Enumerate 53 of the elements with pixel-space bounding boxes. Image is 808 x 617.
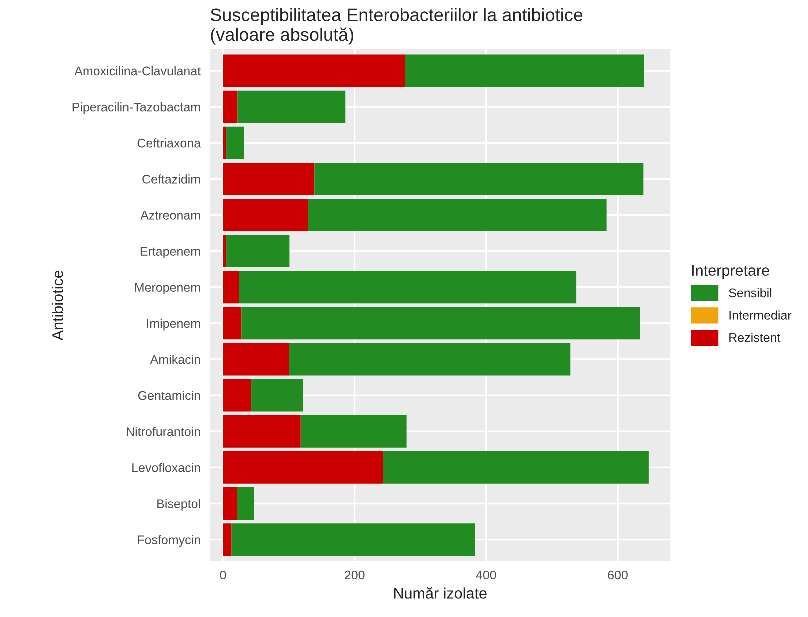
legend-label: Sensibil: [729, 288, 772, 298]
bar: [223, 54, 406, 88]
bar: [237, 488, 254, 520]
x-tick-label: 0: [220, 570, 226, 580]
y-tick-label: Ceftriaxona: [138, 138, 202, 148]
y-axis-title: Antibiotice: [52, 270, 64, 341]
y-tick-label: Meropenem: [135, 283, 200, 295]
y-tick-label: Nitrofurantoin: [127, 427, 200, 436]
chart-title: Susceptibilitatea Enterobacteriilor la antibiotice (valoare absolută): [210, 8, 583, 45]
bar: [223, 343, 290, 376]
bar: [226, 235, 290, 268]
y-tick-label: Ertapenem: [140, 247, 200, 258]
bar: [383, 451, 649, 484]
bar: [223, 307, 242, 340]
bar: [300, 415, 407, 448]
bar: [223, 162, 315, 196]
legend-label: Rezistent: [730, 333, 781, 342]
y-tick-label: Levofloxacin: [132, 463, 200, 472]
bar: [223, 488, 238, 520]
bar: [223, 451, 384, 484]
bar: [223, 199, 308, 232]
bar: [405, 54, 644, 88]
bar: [314, 162, 644, 196]
y-tick-label: Fosfomycin: [138, 535, 200, 547]
y-tick-label: Ceftazidim: [142, 174, 200, 184]
y-tick-label: Piperacilin-Tazobactam: [72, 102, 200, 114]
bar: [226, 126, 244, 160]
x-tick-label: 400: [476, 570, 496, 580]
bar: [239, 271, 577, 304]
legend-label: Intermediar: [730, 310, 792, 320]
bar: [238, 90, 346, 124]
y-tick-label: Imipenem: [147, 318, 200, 331]
bar: [289, 343, 571, 376]
y-tick-label: Amoxicilina-Clavulanat: [74, 66, 201, 76]
x-tick-label: 600: [608, 570, 628, 580]
bar: [223, 271, 240, 304]
bar: [308, 199, 607, 232]
bar: [223, 235, 227, 268]
y-tick-label: Aztreonam: [140, 211, 200, 220]
bar: [223, 90, 238, 124]
x-tick-label: 200: [345, 570, 365, 580]
x-axis-title: Număr izolate: [394, 588, 487, 599]
y-tick-label: Biseptol: [158, 499, 200, 511]
bar: [223, 524, 232, 556]
bar: [223, 126, 227, 160]
y-tick-label: Gentamicin: [138, 391, 200, 400]
bar: [223, 379, 252, 412]
bar: [223, 415, 301, 448]
bar: [252, 379, 304, 412]
legend-title: Interpretare: [692, 265, 770, 280]
y-tick-label: Amikacin: [150, 354, 200, 364]
bar: [242, 307, 640, 340]
bar: [232, 524, 476, 556]
